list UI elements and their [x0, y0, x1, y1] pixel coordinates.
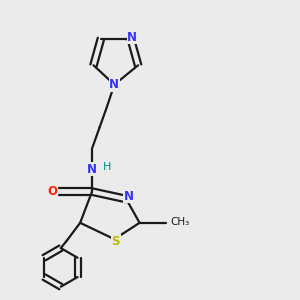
Text: N: N [87, 163, 97, 176]
Text: H: H [103, 162, 112, 172]
Text: O: O [48, 185, 58, 198]
Text: S: S [112, 235, 120, 248]
Text: N: N [109, 78, 119, 91]
Text: N: N [124, 190, 134, 202]
Text: CH₃: CH₃ [170, 217, 189, 227]
Text: N: N [127, 31, 137, 44]
